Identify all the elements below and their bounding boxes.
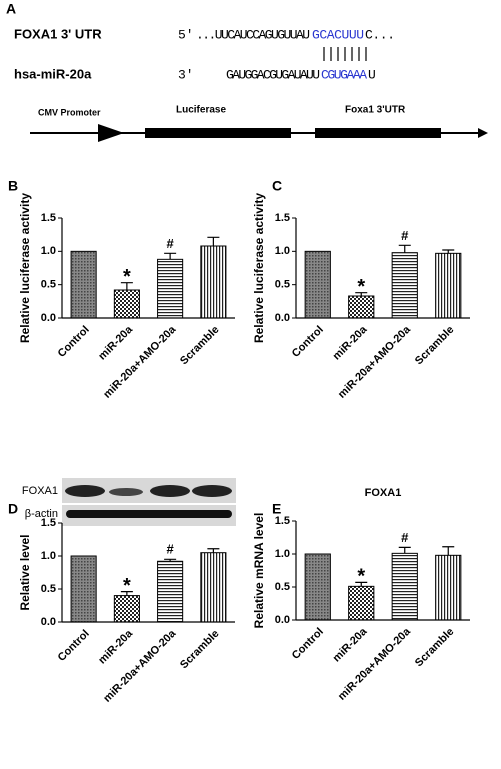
bar — [391, 252, 418, 319]
y-tick-label: 1.5 — [275, 212, 290, 224]
x-tick-label: Scramble — [413, 626, 457, 670]
error-bar — [164, 252, 177, 260]
error-bar — [164, 558, 177, 562]
significance-mark: * — [357, 276, 365, 298]
significance-mark: # — [401, 228, 409, 243]
error-bar — [207, 236, 220, 246]
panel-label: E — [272, 501, 281, 517]
bar — [113, 289, 140, 319]
y-tick-label: 0.0 — [275, 614, 290, 626]
y-tick-label: 0.5 — [41, 279, 56, 291]
y-tick-label: 1.5 — [41, 517, 56, 529]
error-bar — [120, 282, 133, 290]
x-tick-label: Scramble — [178, 628, 222, 672]
significance-mark: # — [401, 530, 409, 545]
y-tick-label: 0.5 — [275, 581, 290, 593]
x-tick-label: miR-20a+AMO-20a — [336, 323, 414, 401]
construct-label: CMV Promoter — [38, 107, 101, 117]
x-tick-label: miR-20a+AMO-20a — [101, 323, 179, 401]
bar — [200, 552, 227, 623]
error-bar — [355, 581, 368, 587]
significance-mark: * — [123, 266, 131, 288]
western-blot — [62, 478, 236, 526]
y-tick-label: 1.5 — [275, 515, 290, 527]
x-tick-label: miR-20a — [331, 323, 370, 362]
significance-mark: # — [167, 236, 175, 251]
y-axis-label: Relative level — [18, 534, 32, 610]
error-bar — [355, 292, 368, 296]
bar — [348, 295, 375, 319]
bar — [70, 555, 97, 623]
x-tick-label: miR-20a+AMO-20a — [101, 627, 179, 705]
x-tick-label: miR-20a — [96, 627, 135, 666]
panel-label: B — [8, 178, 18, 194]
bar — [304, 250, 331, 319]
y-tick-label: 1.5 — [41, 212, 56, 224]
x-tick-label: miR-20a — [96, 323, 135, 362]
blot-row-label: FOXA1 — [22, 485, 58, 497]
utr-site: GCACUUU — [312, 27, 364, 42]
error-bar — [207, 548, 220, 553]
x-tick-label: miR-20a+AMO-20a — [336, 625, 414, 703]
mirna-end: 3' — [178, 67, 194, 82]
mirna-seed: CGUGAAA — [321, 67, 367, 82]
x-tick-label: Scramble — [178, 324, 222, 368]
mirna-tail: U — [368, 67, 376, 82]
y-tick-label: 1.0 — [41, 550, 56, 562]
error-bar — [442, 546, 455, 556]
utr-end: 5' — [178, 27, 194, 42]
error-bar — [398, 546, 411, 554]
construct-label: Foxa1 3'UTR — [345, 105, 406, 116]
x-tick-label: Control — [290, 324, 326, 360]
y-tick-label: 0.5 — [275, 279, 290, 291]
bar — [435, 252, 462, 319]
x-tick-label: Control — [56, 628, 92, 664]
y-tick-label: 0.0 — [41, 616, 56, 628]
y-tick-label: 0.0 — [41, 312, 56, 324]
y-axis-label: Relative mRNA level — [252, 513, 266, 629]
panel-label: C — [272, 178, 282, 194]
y-tick-label: 1.0 — [275, 548, 290, 560]
bar — [200, 245, 227, 319]
bar — [70, 250, 97, 319]
bar — [157, 560, 184, 623]
bar — [157, 258, 184, 319]
construct-label: Luciferase — [176, 105, 226, 116]
utr-seq: ...UUCAUCCAGUGUUAU — [196, 27, 310, 42]
mirna-name: hsa-miR-20a — [14, 66, 92, 81]
y-tick-label: 0.5 — [41, 583, 56, 595]
y-axis-label: Relative luciferase activity — [18, 193, 32, 343]
error-bar — [442, 249, 455, 254]
significance-mark: * — [357, 566, 365, 588]
x-tick-label: Control — [56, 324, 92, 360]
panel-label: A — [6, 1, 16, 17]
bar — [113, 595, 140, 623]
x-tick-label: miR-20a — [331, 625, 370, 664]
blot-row-label: β-actin — [25, 508, 58, 520]
bar — [348, 585, 375, 621]
bar — [391, 552, 418, 621]
y-tick-label: 1.0 — [275, 245, 290, 257]
significance-mark: # — [167, 542, 175, 557]
panel-label: D — [8, 501, 18, 517]
mirna-seq: GAUGGACGUGAUAUU — [226, 67, 320, 82]
construct-diagram — [30, 124, 488, 142]
pairing-lines — [323, 47, 367, 61]
significance-mark: * — [123, 575, 131, 597]
y-tick-label: 1.0 — [41, 245, 56, 257]
chart-title: FOXA1 — [365, 487, 402, 499]
x-tick-label: Scramble — [413, 324, 457, 368]
utr-tail: C... — [365, 27, 395, 42]
bar — [435, 554, 462, 621]
bar — [304, 553, 331, 621]
y-axis-label: Relative luciferase activity — [252, 193, 266, 343]
x-tick-label: Control — [290, 626, 326, 662]
error-bar — [120, 591, 133, 596]
y-tick-label: 0.0 — [275, 312, 290, 324]
error-bar — [398, 244, 411, 253]
utr-name: FOXA1 3' UTR — [14, 26, 102, 41]
